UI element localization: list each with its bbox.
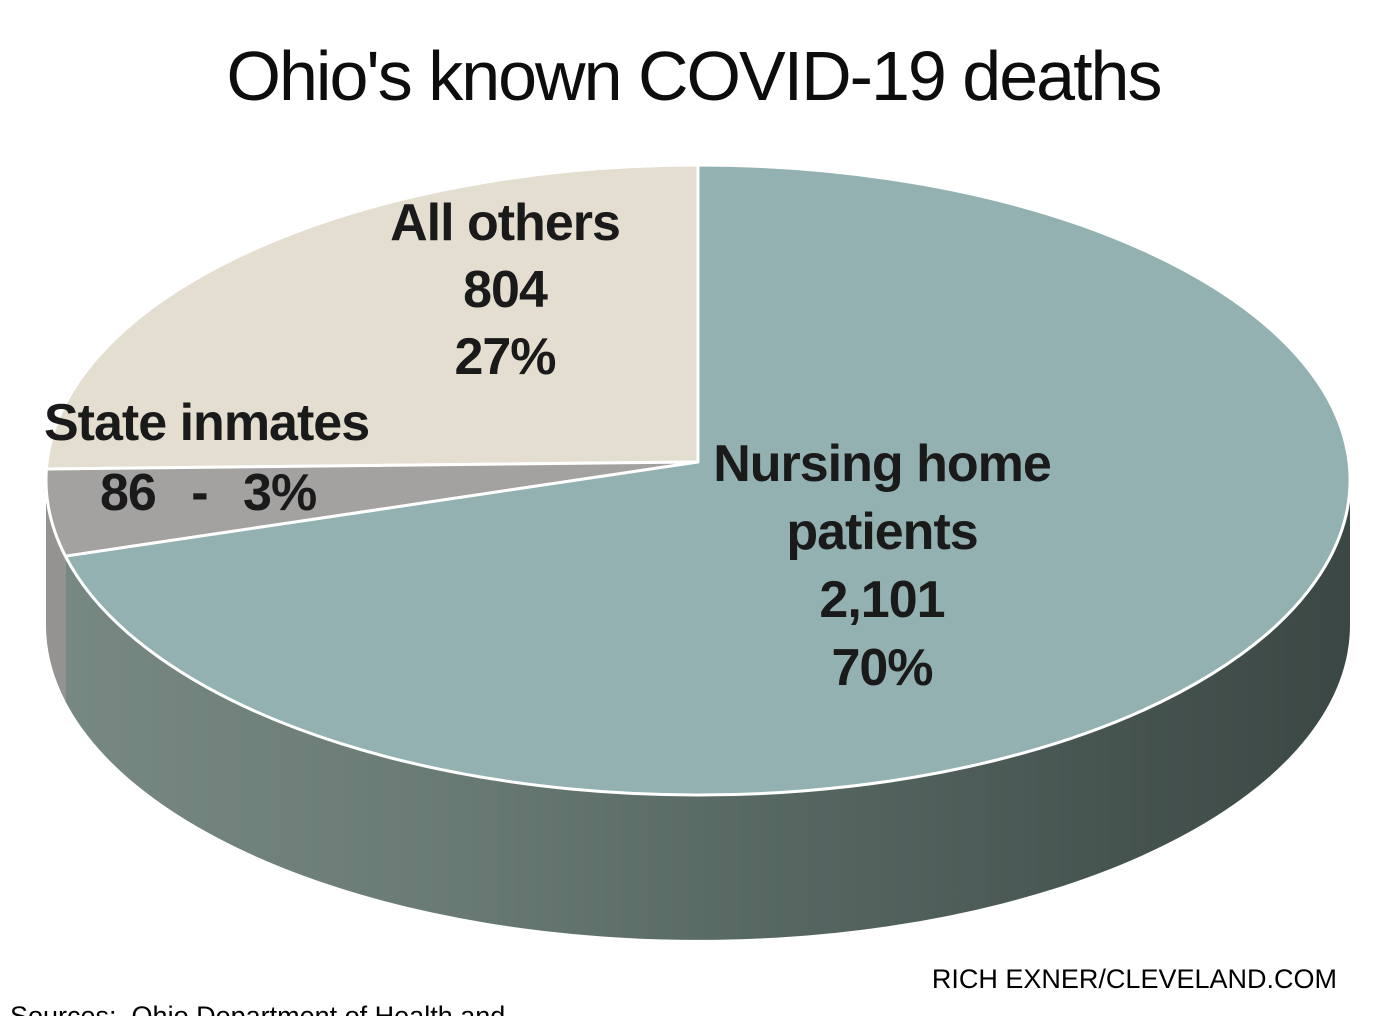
label-nursing-home-name-line2: patients	[786, 503, 978, 561]
pie-slice-nursing-home-top	[63, 163, 1352, 797]
label-all-others-pct: 27%	[454, 328, 556, 386]
label-nursing-home: Nursing home patients 2,101 70%	[662, 430, 1102, 702]
chart-title: Ohio's known COVID-19 deaths	[226, 37, 1163, 115]
sources-line-1: Sources: Ohio Department of Health and	[10, 1001, 506, 1016]
label-nursing-home-pct: 70%	[831, 639, 933, 697]
label-all-others-value: 804	[463, 261, 548, 319]
label-nursing-home-value: 2,101	[819, 571, 945, 629]
pie-slice-all-others-top	[44, 163, 700, 471]
label-state-inmates-value: 86 - 3%	[100, 464, 317, 522]
label-nursing-home-name-line1: Nursing home	[713, 435, 1052, 493]
label-state-inmates: State inmates	[44, 394, 370, 452]
pie-slice-nursing-home-side	[65, 480, 1350, 940]
pie-slice-state-inmates-side	[46, 480, 66, 702]
sources-note: Sources: Ohio Department of Health and O…	[10, 934, 601, 1016]
label-all-others-name: All others	[390, 194, 621, 252]
label-all-others: All others 804 27%	[305, 190, 705, 391]
credit-line: RICH EXNER/CLEVELAND.COM	[931, 964, 1337, 994]
